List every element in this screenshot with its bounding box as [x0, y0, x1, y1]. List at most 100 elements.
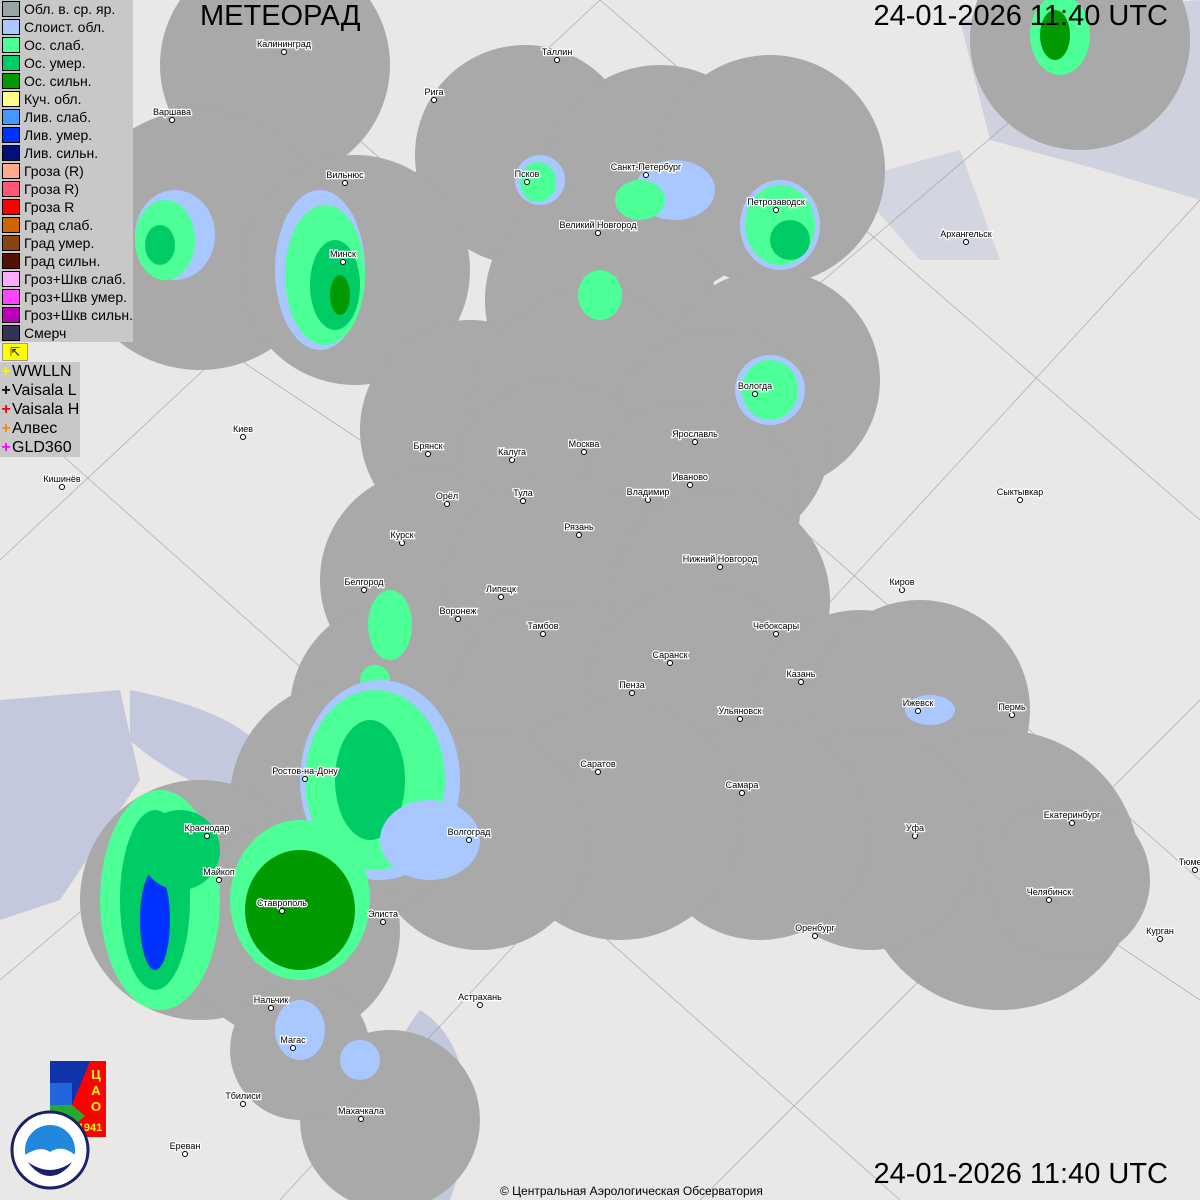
city-dot-icon: [629, 690, 635, 696]
legend-label: Град слаб.: [24, 217, 94, 233]
city-marker: Астрахань: [457, 991, 503, 1008]
city-marker: Самара: [724, 779, 760, 796]
city-marker: Саранск: [651, 649, 689, 666]
legend-item: Град умер.: [0, 234, 133, 252]
lightning-source-toggle[interactable]: + WWLLN: [0, 362, 80, 381]
legend-item: Ос. слаб.: [0, 36, 133, 54]
city-marker: Нижний Новгород: [681, 553, 759, 570]
city-dot-icon: [576, 532, 582, 538]
city-dot-icon: [912, 833, 918, 839]
legend-item: Гроза R): [0, 180, 133, 198]
city-name: Элиста: [368, 909, 398, 919]
precipitation-area: [380, 800, 480, 880]
cursor-arrow-icon: ⇱: [9, 345, 21, 359]
lightning-source-toggle[interactable]: + GLD360: [0, 438, 80, 457]
city-marker: Киев: [232, 423, 254, 440]
lightning-cross-icon: +: [1, 419, 11, 437]
precipitation-area: [770, 220, 810, 260]
city-name: Нальчик: [254, 995, 289, 1005]
city-marker: Великий Новгород: [558, 219, 638, 236]
city-name: Саратов: [580, 759, 615, 769]
lightning-source-toggle[interactable]: + Vaisala L: [0, 381, 80, 400]
legend-toggle-button[interactable]: ⇱: [2, 343, 28, 361]
city-marker: Уфа: [905, 822, 925, 839]
legend-swatch: [2, 19, 20, 35]
city-marker: Элиста: [367, 908, 399, 925]
city-dot-icon: [773, 631, 779, 637]
city-name: Пенза: [619, 680, 645, 690]
city-dot-icon: [1017, 497, 1023, 503]
radar-coverage-circle: [655, 55, 885, 285]
city-marker: Воронеж: [438, 605, 478, 622]
city-marker: Краснодар: [183, 822, 231, 839]
legend-swatch: [2, 145, 20, 161]
city-name: Пермь: [998, 702, 1026, 712]
legend-label: Гроз+Шкв сильн.: [24, 307, 133, 323]
city-marker: Вологда: [737, 380, 773, 397]
city-marker: Майкоп: [202, 866, 236, 883]
legend-item: Куч. обл.: [0, 90, 133, 108]
city-name: Ереван: [170, 1141, 201, 1151]
city-marker: Тбилиси: [224, 1090, 262, 1107]
city-marker: Курган: [1145, 925, 1175, 942]
city-marker: Кишинёв: [42, 473, 82, 490]
precipitation-echoes: [100, 0, 1090, 1080]
precipitation-area: [520, 162, 556, 202]
city-name: Иваново: [672, 472, 708, 482]
legend-label: Град умер.: [24, 235, 95, 251]
city-marker: Иваново: [671, 471, 709, 488]
legend-swatch: [2, 55, 20, 71]
city-marker: Магас: [279, 1034, 307, 1051]
city-name: Петрозаводск: [747, 197, 805, 207]
legend-swatch: [2, 181, 20, 197]
city-marker: Калининград: [256, 38, 313, 55]
city-marker: Москва: [567, 438, 601, 455]
city-name: Ижевск: [903, 698, 934, 708]
city-name: Кишинёв: [43, 474, 80, 484]
legend-panel: Обл. в. ср. яр. Слоист. обл. Ос. слаб. Ос. …: [0, 0, 133, 342]
city-name: Чебоксары: [753, 621, 799, 631]
city-dot-icon: [399, 540, 405, 546]
city-dot-icon: [687, 482, 693, 488]
city-name: Ростов-на-Дону: [272, 766, 338, 776]
city-marker: Архангельск: [939, 228, 993, 245]
legend-swatch: [2, 1, 20, 17]
legend-item: Ос. умер.: [0, 54, 133, 72]
city-marker: Псков: [513, 168, 541, 185]
lightning-source-toggle[interactable]: + Алвес: [0, 419, 80, 438]
city-dot-icon: [540, 631, 546, 637]
legend-swatch: [2, 325, 20, 341]
city-dot-icon: [717, 564, 723, 570]
city-dot-icon: [1192, 867, 1198, 873]
precipitation-area: [615, 180, 665, 220]
city-marker: Владимир: [625, 486, 671, 503]
city-name: Тюмень: [1179, 857, 1200, 867]
lightning-cross-icon: +: [1, 381, 11, 399]
legend-swatch: [2, 235, 20, 251]
city-name: Москва: [569, 439, 600, 449]
city-dot-icon: [595, 769, 601, 775]
legend-label: Гроза R: [24, 199, 75, 215]
city-name: Калуга: [498, 447, 526, 457]
city-name: Самара: [726, 780, 759, 790]
city-name: Таллин: [542, 47, 573, 57]
city-dot-icon: [279, 908, 285, 914]
city-name: Рязань: [564, 522, 594, 532]
precipitation-area: [335, 720, 405, 840]
legend-label: Ос. слаб.: [24, 37, 85, 53]
city-name: Варшава: [153, 107, 191, 117]
city-dot-icon: [302, 776, 308, 782]
city-name: Ставрополь: [257, 898, 307, 908]
city-marker: Оренбург: [794, 922, 837, 939]
timestamp-top: 24-01-2026 11:40 UTC: [873, 0, 1168, 32]
lightning-source-toggle[interactable]: + Vaisala H: [0, 400, 80, 419]
legend-label: Гроза (R): [24, 163, 84, 179]
city-name: Киров: [889, 577, 914, 587]
city-name: Рига: [424, 87, 443, 97]
legend-item: Слоист. обл.: [0, 18, 133, 36]
city-marker: Вильнюс: [325, 169, 365, 186]
city-dot-icon: [752, 391, 758, 397]
city-dot-icon: [182, 1151, 188, 1157]
city-dot-icon: [240, 434, 246, 440]
